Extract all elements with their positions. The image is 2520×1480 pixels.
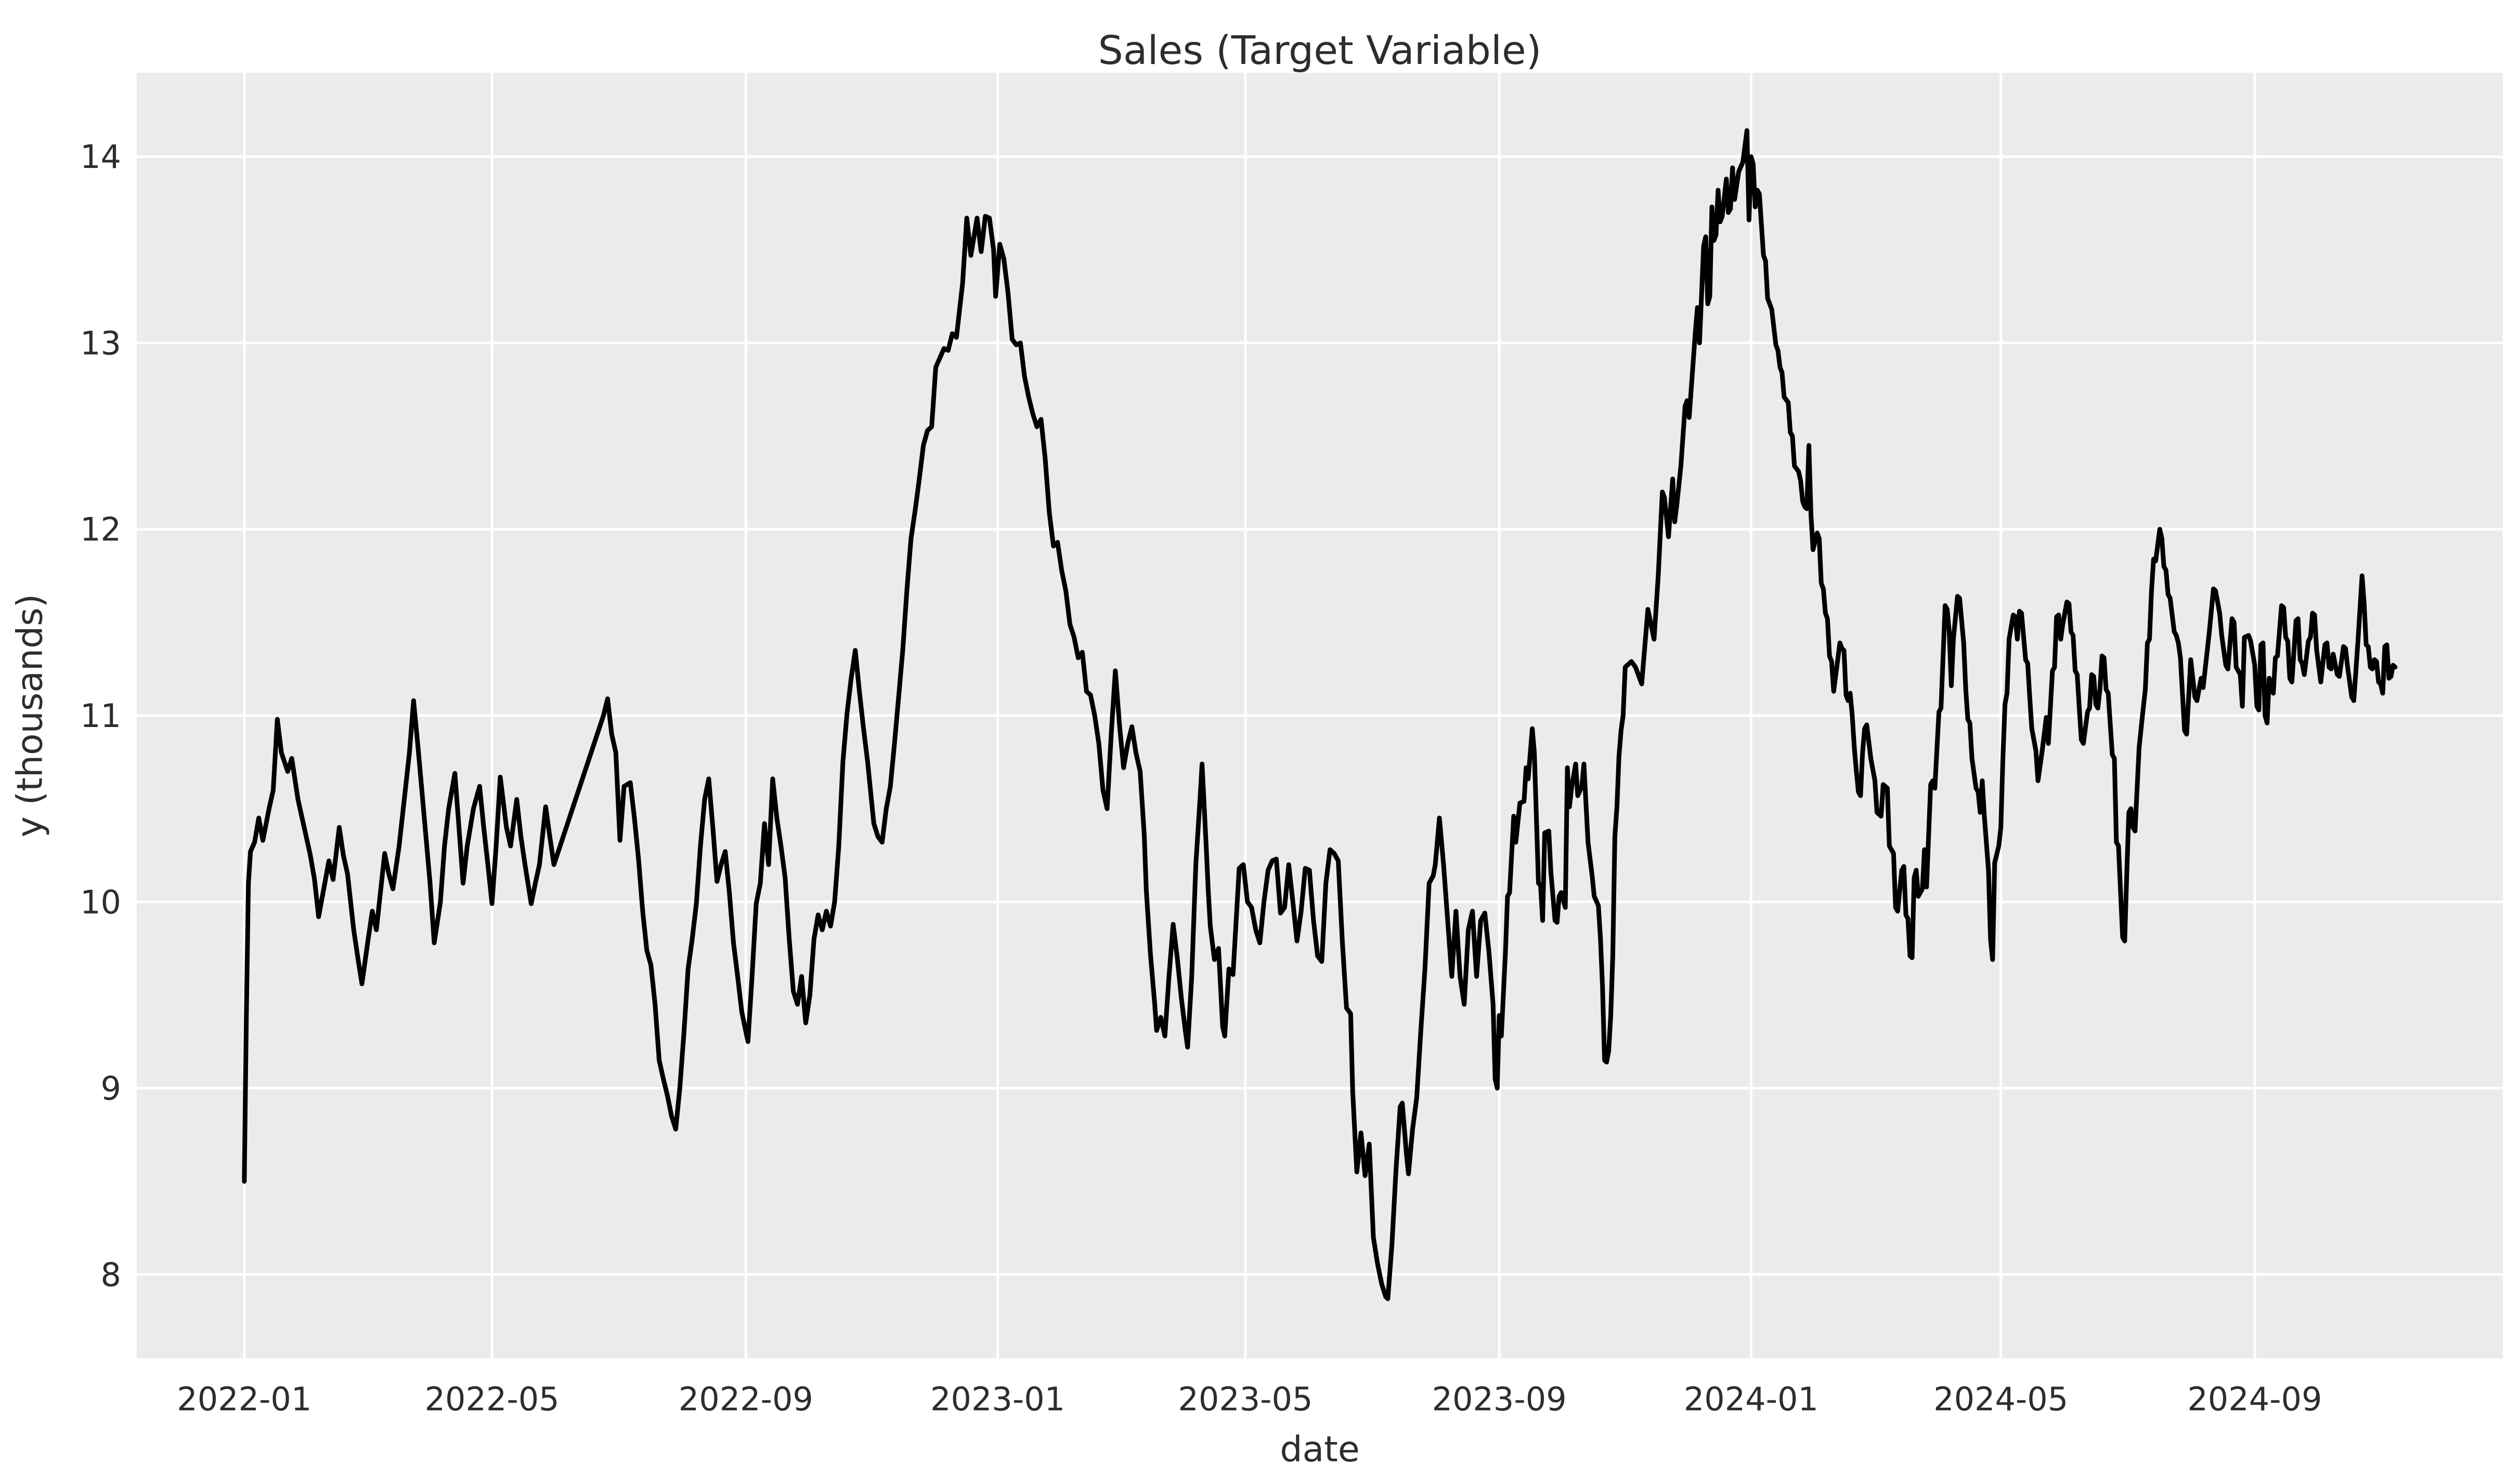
x-tick-label: 2023-05 <box>1178 1380 1313 1418</box>
x-axis-label: date <box>1280 1429 1360 1470</box>
x-tick-label: 2023-01 <box>930 1380 1065 1418</box>
x-tick-label: 2022-09 <box>679 1380 813 1418</box>
y-tick-label: 13 <box>80 324 121 362</box>
x-tick-label: 2022-01 <box>177 1380 311 1418</box>
y-tick-label: 10 <box>80 883 121 921</box>
series-line-y <box>242 128 2398 1301</box>
x-tick-label: 2022-05 <box>425 1380 560 1418</box>
y-tick-label: 11 <box>80 697 121 735</box>
y-axis-label: y (thousands) <box>9 593 51 838</box>
x-tick-label: 2023-09 <box>1432 1380 1567 1418</box>
x-tick-label: 2024-01 <box>1684 1380 1818 1418</box>
y-tick-label: 14 <box>80 138 121 176</box>
y-tick-label: 8 <box>101 1256 121 1294</box>
y-tick-label: 12 <box>80 511 121 549</box>
chart-title: Sales (Target Variable) <box>1098 27 1542 73</box>
y-tick-label: 9 <box>101 1070 121 1108</box>
x-tick-label: 2024-05 <box>1933 1380 2068 1418</box>
x-tick-label: 2024-09 <box>2187 1380 2322 1418</box>
